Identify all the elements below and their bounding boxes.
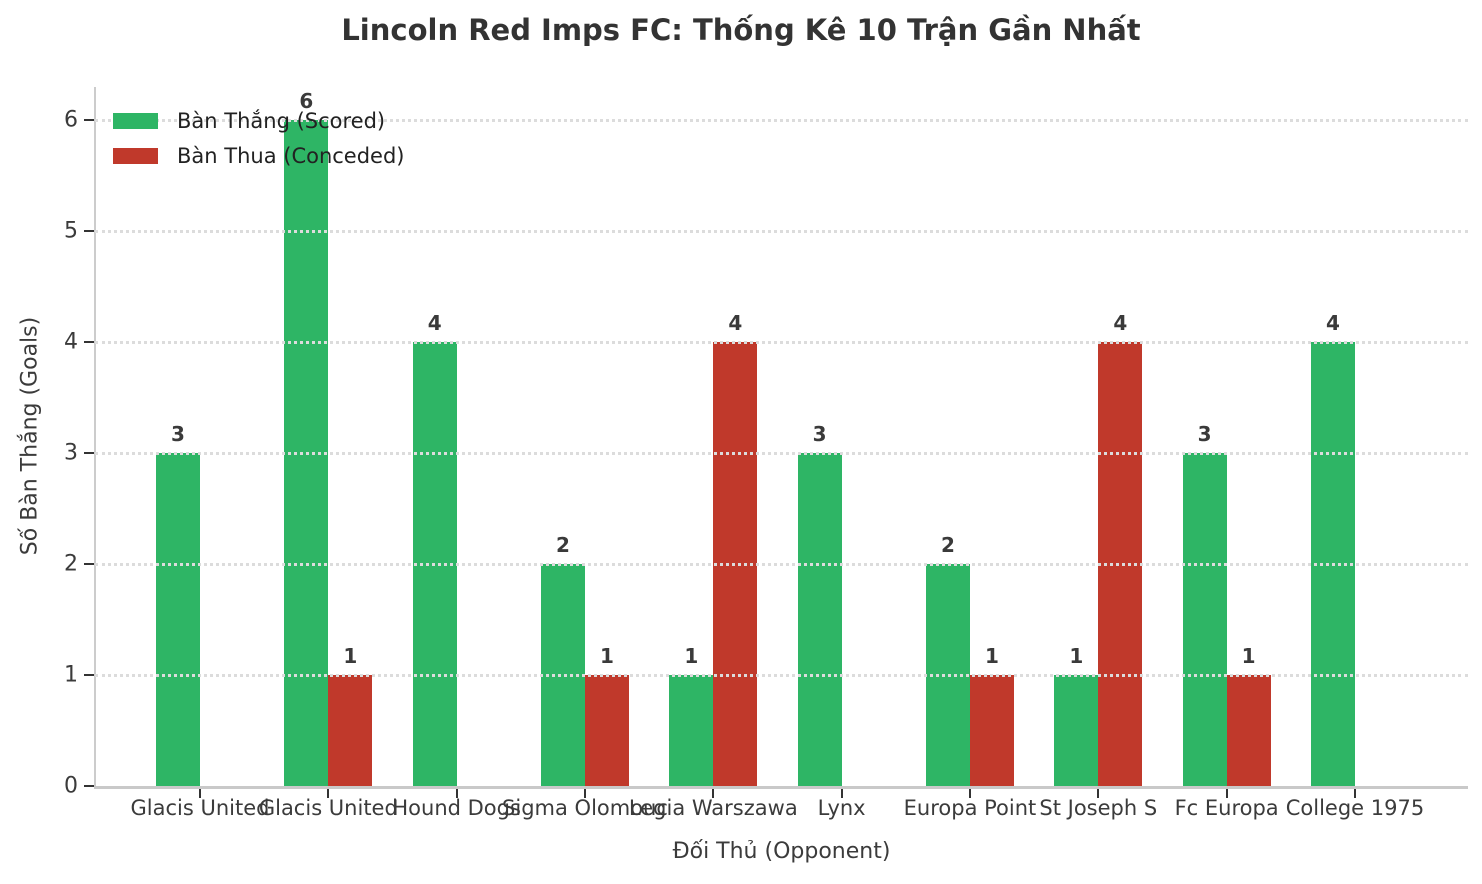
gridline: [95, 341, 1468, 344]
x-axis-tick: [583, 789, 586, 798]
bar-conceded: [969, 675, 1014, 786]
y-axis-tick: [84, 230, 94, 232]
y-axis-tick-label: 4: [64, 329, 78, 355]
legend-label: Bàn Thắng (Scored): [177, 108, 386, 133]
y-axis-tick-label: 5: [64, 218, 78, 244]
bar-value-label: 1: [684, 644, 699, 668]
y-axis-tick: [84, 452, 94, 454]
y-axis-tick-label: 6: [64, 107, 78, 133]
x-axis-tick: [199, 789, 201, 798]
bar-value-label: 4: [427, 311, 442, 335]
x-category-label: Legia Warszawa: [628, 796, 798, 820]
bar-value-label: 1: [985, 644, 999, 668]
bar-scored: [797, 453, 842, 786]
bar-value-label: 1: [343, 644, 358, 668]
x-axis-tick: [1225, 789, 1228, 798]
bar-value-label: 3: [812, 422, 827, 446]
x-category-label: Fc Europa: [1174, 796, 1279, 820]
x-axis-tick: [1353, 789, 1356, 798]
legend-label: Bàn Thua (Conceded): [177, 143, 405, 168]
x-category-label: College 1975: [1285, 796, 1425, 820]
legend: Bàn Thắng (Scored) Bàn Thua (Conceded): [113, 103, 405, 173]
x-axis-tick: [1097, 789, 1100, 798]
y-axis-tick-label: 2: [64, 551, 78, 577]
x-axis-tick: [968, 789, 971, 798]
gridline: [95, 230, 1468, 233]
legend-swatch-scored: [113, 112, 158, 129]
x-axis-title: Đối Thủ (Opponent): [672, 839, 891, 864]
x-axis-tick: [327, 789, 330, 798]
x-category-label: Glacis United: [130, 796, 270, 820]
bar-conceded: [328, 675, 373, 786]
y-axis-tick: [84, 785, 94, 787]
bar-value-label: 1: [600, 644, 614, 668]
x-category-label: St Joseph S: [1039, 796, 1158, 820]
x-category-label: Lynx: [817, 796, 866, 820]
bar-scored: [1054, 675, 1099, 786]
gridline: [95, 674, 1468, 677]
gridline: [95, 563, 1468, 566]
chart-title: Lincoln Red Imps FC: Thống Kê 10 Trận Gầ…: [341, 13, 1141, 47]
x-axis-tick: [712, 789, 715, 798]
bar-conceded: [1226, 675, 1271, 786]
y-axis-tick-label: 3: [64, 440, 78, 466]
gridline: [95, 452, 1468, 455]
bar-value-label: 6: [299, 89, 314, 113]
legend-row: Bàn Thua (Conceded): [113, 138, 405, 173]
bar-value-label: 1: [1069, 644, 1084, 668]
bar-scored: [1182, 453, 1227, 786]
y-axis-tick: [84, 674, 94, 676]
gridline: [95, 119, 1468, 122]
bar-value-label: 2: [556, 533, 570, 557]
bar-value-label: 1: [1241, 644, 1256, 668]
x-category-label: Sigma Olomouc: [502, 796, 668, 820]
bar-scored: [669, 675, 714, 786]
legend-swatch-conceded: [113, 147, 158, 164]
x-category-label: Europa Point: [903, 796, 1037, 820]
y-axis-tick: [84, 341, 94, 343]
bar-value-label: 4: [728, 311, 743, 335]
y-axis-spine: [94, 87, 96, 787]
y-axis-tick-label: 1: [64, 662, 78, 688]
x-axis-spine: [94, 786, 1468, 789]
bar-value-label: 4: [1326, 311, 1340, 335]
bar-value-label: 3: [171, 422, 185, 446]
bar-scored: [156, 453, 200, 786]
bar-value-label: 3: [1197, 422, 1212, 446]
bar-value-label: 4: [1113, 311, 1128, 335]
y-axis-tick: [84, 563, 94, 565]
bar-value-label: 2: [941, 533, 955, 557]
x-axis-tick: [455, 789, 458, 798]
legend-row: Bàn Thắng (Scored): [113, 103, 405, 138]
y-axis-tick-label: 0: [64, 773, 78, 799]
x-axis-tick: [840, 789, 843, 798]
x-category-label: Glacis United: [258, 796, 398, 820]
y-axis-tick: [84, 119, 94, 121]
bar-conceded: [584, 675, 629, 786]
x-category-label: Hound Dogs: [392, 796, 521, 820]
